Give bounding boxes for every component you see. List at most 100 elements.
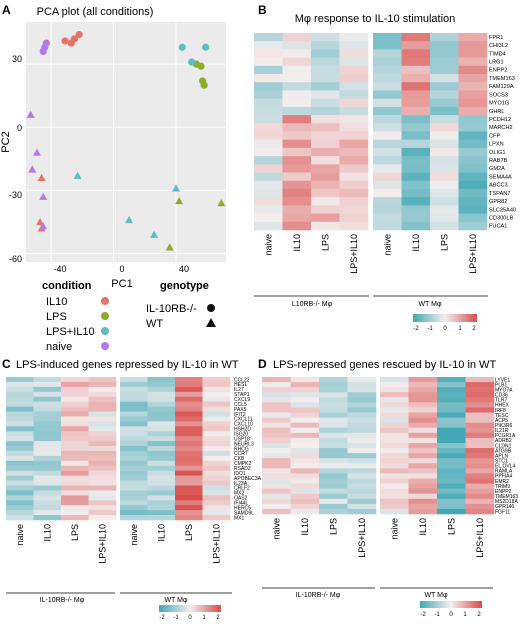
heatmap-cell — [282, 131, 312, 141]
heatmap-cell — [373, 74, 402, 83]
color-scale-d: -2 -1 0 1 2 — [420, 601, 482, 618]
heatmap-cell — [290, 508, 320, 515]
heatmap-cell — [282, 82, 312, 91]
heatmap-cell — [465, 422, 495, 429]
heatmap-cell — [465, 392, 495, 398]
gene-label: IL27 — [234, 387, 244, 393]
pca-ytick-label: 30 — [12, 54, 22, 64]
heatmap-c-title: LPS-induced genes repressed by IL-10 in … — [16, 359, 239, 371]
gene-label: FCGR1A — [495, 433, 516, 439]
pca-point — [197, 62, 205, 70]
pca-point — [172, 184, 180, 192]
heatmap-cell — [120, 401, 148, 407]
heatmap-cell — [437, 468, 466, 474]
heatmap-cell — [202, 406, 231, 412]
heatmap-cell — [347, 427, 377, 434]
heatmap-cell — [61, 475, 89, 481]
heatmap-cell — [465, 493, 495, 500]
gene-label: FGF11 — [495, 509, 510, 515]
gene-label: CCR7 — [234, 451, 248, 457]
heatmap-cell — [6, 377, 34, 383]
heatmap-cell — [254, 164, 283, 173]
heatmap-cell — [61, 401, 89, 407]
heatmap-d-title: LPS-repressed genes rescued by IL-10 in … — [273, 359, 496, 371]
heatmap-cell — [120, 416, 148, 422]
heatmap-cell — [437, 377, 466, 383]
heatmap-cell — [380, 442, 409, 449]
heatmap-cell — [373, 205, 402, 214]
heatmap-cell — [33, 426, 62, 432]
heatmap-cell — [319, 442, 348, 449]
color-scale-bar — [413, 314, 477, 322]
heatmap-cell — [33, 441, 62, 447]
heatmap-cell — [373, 180, 402, 190]
heatmap-cell — [437, 503, 466, 510]
heatmap-cell — [33, 510, 62, 516]
pca-point — [175, 196, 184, 205]
gene-label: PAX5 — [234, 407, 247, 413]
scale-tick: 2 — [472, 326, 476, 332]
heatmap-c-ko-group-label: IL-10RB-/- Mφ — [40, 597, 85, 604]
pca-point — [125, 215, 134, 224]
heatmap-cell — [175, 475, 203, 481]
heatmap-d-column-labels: naive IL10 LPS LPS+IL10 naive IL10 LPS LPS+IL10 — [271, 518, 485, 558]
column-label: LPS+IL10 — [357, 518, 367, 558]
heatmap-cell — [380, 402, 409, 408]
panel-a-letter: A — [2, 3, 11, 17]
heatmap-cell — [311, 164, 340, 173]
heatmap-cell — [311, 33, 340, 42]
heatmap-cell — [458, 33, 488, 42]
gene-label: PIK3R6 — [495, 423, 512, 429]
heatmap-cell — [373, 139, 402, 149]
heatmap-cell — [347, 382, 377, 388]
heatmap-cell — [6, 505, 34, 511]
heatmap-cell — [339, 41, 369, 50]
heatmap-cell — [458, 90, 488, 99]
heatmap-cell — [254, 123, 283, 132]
heatmap-cell — [458, 188, 488, 198]
pca-point — [150, 230, 159, 238]
heatmap-cell — [339, 98, 369, 108]
heatmap-cell — [202, 386, 231, 393]
heatmap-cell — [408, 427, 438, 434]
heatmap-cell — [347, 478, 377, 484]
heatmap-cell — [339, 82, 369, 91]
gene-label: ISG20 — [234, 432, 248, 438]
heatmap-cell — [408, 463, 438, 469]
heatmap-cell — [458, 131, 488, 141]
heatmap-cell — [465, 412, 495, 418]
heatmap-cell — [254, 98, 283, 108]
heatmap-cell — [430, 90, 459, 99]
heatmap-cell — [380, 377, 409, 383]
pca-point — [200, 81, 208, 89]
heatmap-cell — [465, 397, 495, 403]
heatmap-cell — [408, 387, 438, 393]
heatmap-d — [262, 377, 495, 515]
heatmap-cell — [61, 421, 89, 427]
heatmap-cell — [202, 500, 231, 506]
heatmap-cell — [254, 49, 283, 58]
gene-label: GHRL — [489, 109, 505, 115]
heatmap-cell — [408, 402, 438, 408]
heatmap-cell — [319, 463, 348, 469]
heatmap-cell — [61, 460, 89, 467]
heatmap-cell — [120, 381, 148, 388]
heatmap-cell — [290, 448, 320, 454]
heatmap-cell — [175, 441, 203, 447]
heatmap-cell — [33, 406, 62, 412]
heatmap-cell — [319, 473, 348, 479]
heatmap-cell — [120, 515, 148, 521]
heatmap-cell — [408, 473, 438, 479]
heatmap-cell — [262, 422, 291, 429]
heatmap-cell — [290, 503, 320, 510]
heatmap-cell — [290, 392, 320, 398]
heatmap-cell — [61, 396, 89, 402]
heatmap-cell — [408, 458, 438, 464]
heatmap-cell — [311, 90, 340, 99]
heatmap-cell — [282, 41, 312, 50]
heatmap-cell — [430, 147, 459, 157]
heatmap-cell — [437, 412, 466, 418]
pca-point — [188, 58, 196, 66]
heatmap-cell — [380, 382, 409, 388]
heatmap-cell — [6, 406, 34, 412]
